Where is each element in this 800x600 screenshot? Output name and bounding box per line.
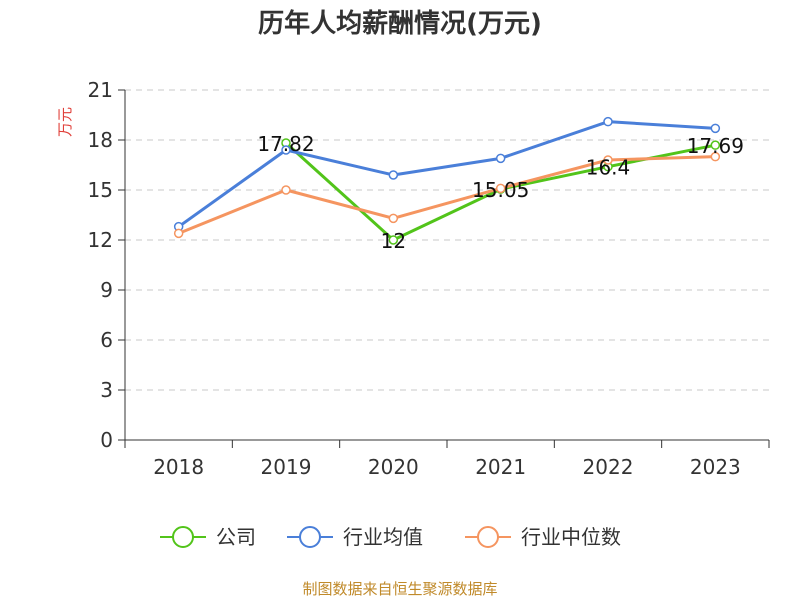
chart-title: 历年人均薪酬情况(万元) [258,8,542,39]
data-point [710,123,721,134]
axes [124,90,769,441]
data-point [388,170,399,180]
x-tick-label: 2018 [153,455,204,479]
legend-label: 行业均值 [343,525,423,549]
data-label: 17.82 [257,132,314,156]
y-tick-label: 9 [100,278,113,302]
series-line-1 [177,120,716,228]
x-tick-label: 2021 [475,455,526,479]
data-point [710,140,721,150]
data-label: 17.69 [687,134,744,158]
data-point [603,116,613,127]
y-tick-label: 18 [88,128,113,152]
y-tick-label: 6 [100,328,113,352]
data-label: 12 [381,229,406,253]
data-labels: 17.82 12 15.05 16.4 17.69 [257,132,744,253]
x-tick-label: 2022 [583,455,634,479]
x-tick-label: 2019 [261,455,312,479]
legend-label: 行业中位数 [521,525,621,549]
legend-marker [477,526,499,548]
legend-marker [172,526,194,548]
y-tick-label: 12 [88,228,113,252]
y-ticks: 0 3 6 9 12 15 18 21 [88,78,125,452]
grid-lines [125,89,769,391]
y-axis-label: 万元 [56,107,74,137]
data-point [603,155,613,165]
x-ticks: 2018 2019 2020 2021 2022 2023 [124,440,770,479]
y-tick-label: 15 [88,178,113,202]
y-tick-label: 21 [88,78,113,102]
legend-label: 公司 [216,525,256,549]
series-line-2 [178,155,716,235]
x-tick-label: 2023 [690,455,741,479]
x-tick-label: 2020 [368,455,419,479]
data-label: 15.05 [472,178,529,202]
series-group [173,116,721,245]
data-point [710,151,721,162]
data-point [388,235,399,245]
legend[interactable]: 公司 行业均值 行业中位数 [160,525,621,549]
data-point [388,213,399,224]
source-note: 制图数据来自恒生聚源数据库 [302,580,497,598]
data-point [281,185,291,195]
data-label: 16.4 [586,156,631,180]
legend-marker [299,526,321,548]
data-point [173,228,184,239]
data-point [495,183,506,194]
data-point [495,153,506,164]
y-tick-label: 0 [100,428,113,452]
data-point [281,145,291,155]
y-tick-label: 3 [100,378,113,402]
